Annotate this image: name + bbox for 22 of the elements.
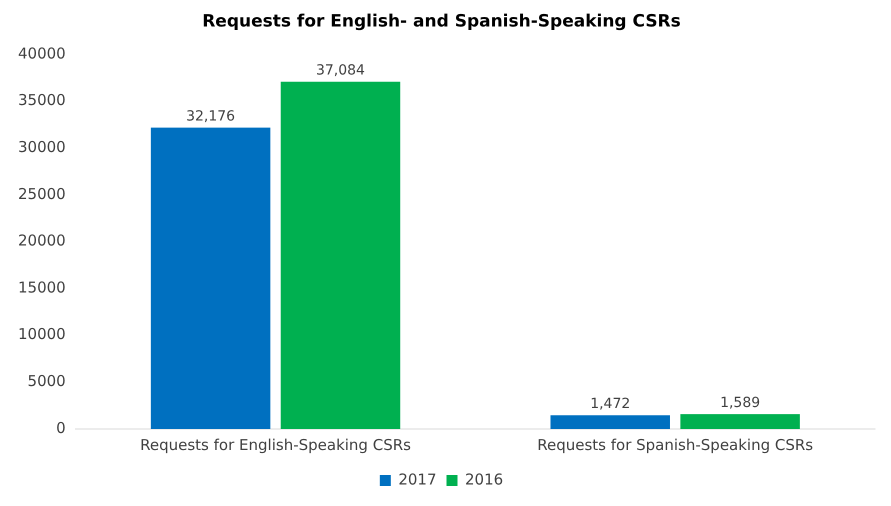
data-label: 37,084 xyxy=(316,62,366,78)
bar xyxy=(280,82,400,429)
y-tick-label: 25000 xyxy=(18,184,66,203)
data-label: 1,589 xyxy=(720,394,760,411)
x-tick-label: Requests for English-Speaking CSRs xyxy=(140,436,412,454)
data-label: 32,176 xyxy=(186,108,236,124)
chart-title: Requests for English- and Spanish-Speaking CSRs xyxy=(202,12,681,32)
data-label: 1,472 xyxy=(590,396,630,412)
bar xyxy=(550,415,670,429)
y-tick-label: 10000 xyxy=(18,325,66,344)
x-tick-label: Requests for Spanish-Speaking CSRs xyxy=(537,436,814,454)
legend-label: 2017 xyxy=(398,470,437,488)
y-tick-label: 5000 xyxy=(28,372,66,390)
legend-label: 2016 xyxy=(465,470,504,488)
y-tick-label: 15000 xyxy=(18,278,66,296)
bar xyxy=(680,414,800,429)
y-tick-label: 40000 xyxy=(18,44,66,62)
y-tick-label: 20000 xyxy=(18,232,66,250)
bar xyxy=(150,128,270,429)
y-tick-label: 0 xyxy=(56,418,66,437)
y-tick-label: 35000 xyxy=(18,91,66,110)
y-tick-label: 30000 xyxy=(18,138,66,156)
